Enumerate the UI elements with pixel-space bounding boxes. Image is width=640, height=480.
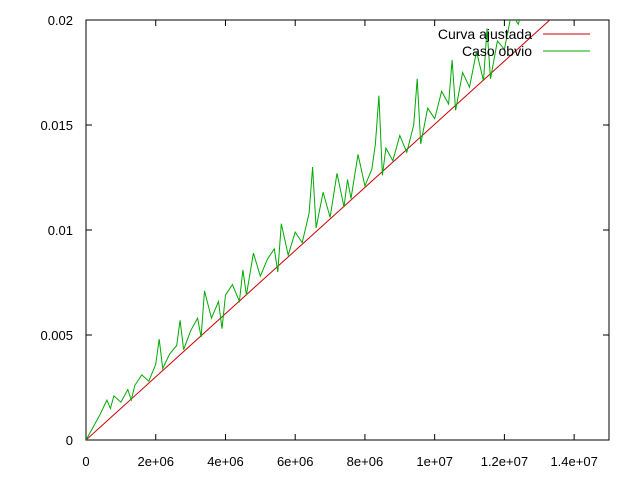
x-tick-label: 1.4e+07 [550, 454, 597, 469]
x-tick-label: 8e+06 [347, 454, 384, 469]
plot-frame [85, 19, 610, 441]
legend-label-curva-ajustada: Curva ajustada [438, 26, 532, 42]
y-tick-label: 0.015 [40, 118, 73, 133]
series-line-caso-obvio [86, 20, 547, 440]
x-tick-label: 4e+06 [207, 454, 244, 469]
y-tick-label: 0.005 [40, 328, 73, 343]
x-tick-label: 6e+06 [277, 454, 314, 469]
y-tick-label: 0 [66, 433, 73, 448]
x-tick-label: 1.2e+07 [481, 454, 528, 469]
y-tick-label: 0.02 [48, 13, 73, 28]
y-tick-label: 0.01 [48, 223, 73, 238]
axis-ticks: 0 2e+06 4e+06 6e+06 8e+06 1e+07 1.2e+07 1.4e+07… [40, 13, 609, 469]
x-tick-label: 1e+07 [416, 454, 453, 469]
x-tick-label: 2e+06 [137, 454, 174, 469]
series-layer [86, 20, 551, 440]
legend-label-caso-obvio: Caso obvio [462, 43, 532, 59]
x-tick-label: 0 [82, 454, 89, 469]
